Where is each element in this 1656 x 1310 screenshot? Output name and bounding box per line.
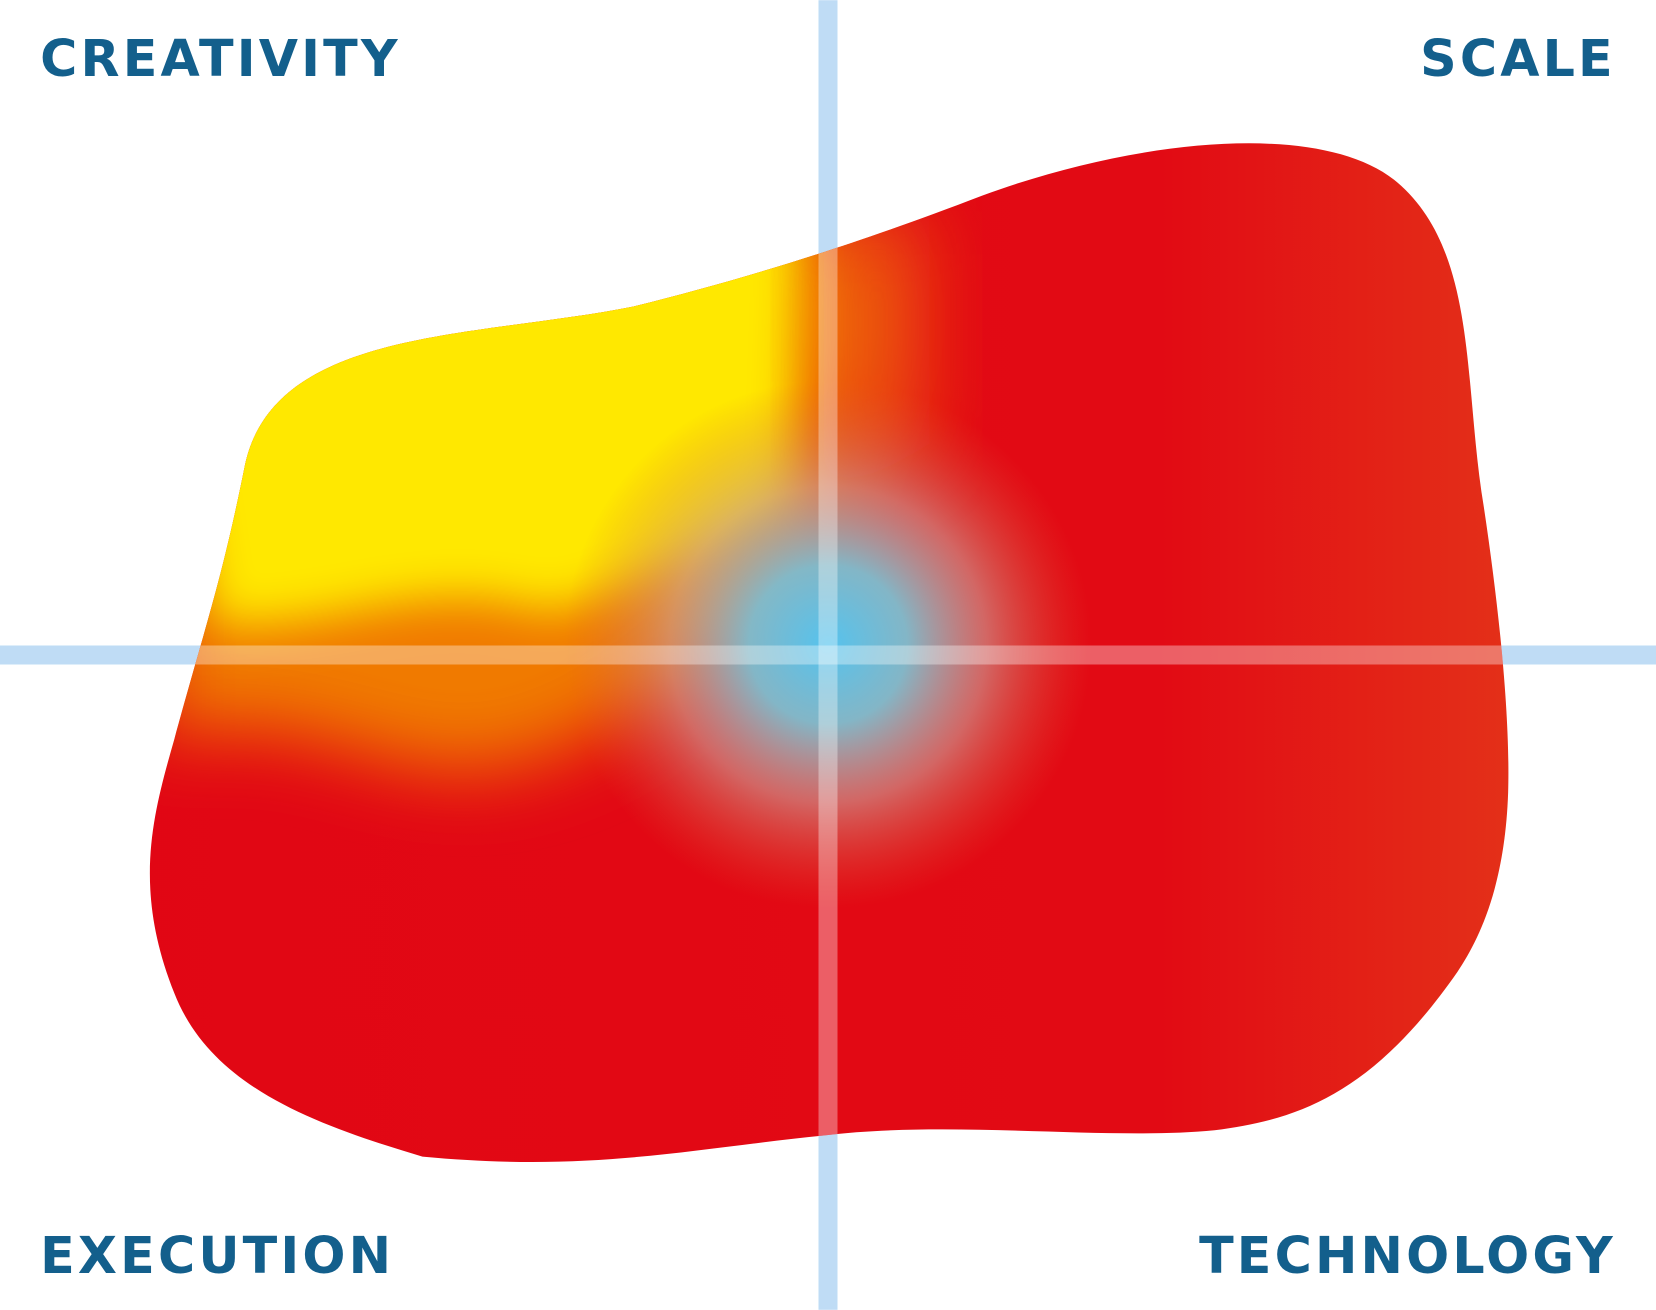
quadrant-label: SCALE <box>1420 29 1616 88</box>
quadrant-label: TECHNOLOGY <box>1199 1226 1616 1285</box>
quadrant-label: CREATIVITY <box>40 29 401 88</box>
quadrant-label: EXECUTION <box>40 1226 394 1285</box>
